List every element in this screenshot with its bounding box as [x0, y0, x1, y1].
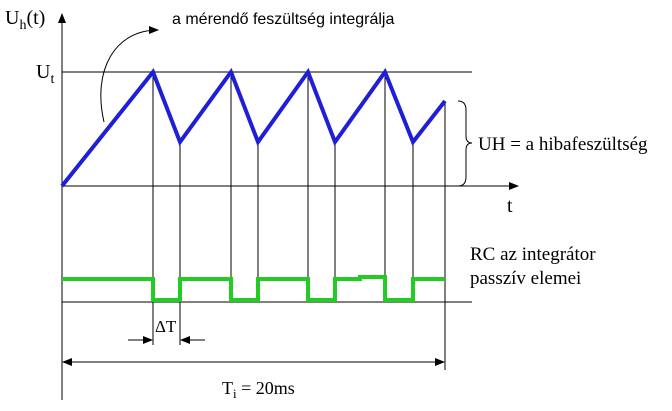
label-part: U [5, 7, 20, 29]
label-part: T [222, 378, 233, 398]
label-part: t [50, 72, 54, 87]
label-part: (t) [26, 7, 45, 29]
x-axis-label: t [507, 195, 513, 217]
label-part: i [233, 386, 237, 401]
label-part: = 20ms [237, 378, 295, 398]
delta-label: ΔT [155, 317, 177, 336]
period-label: Ti = 20ms [222, 378, 295, 401]
rc-label: RC az integrátor [470, 244, 596, 265]
brace [457, 100, 473, 187]
error-label: UH = a hibafeszültség [478, 134, 648, 155]
switch-wave [62, 275, 445, 302]
y-axis-label: Uh(t) [5, 7, 45, 33]
rc-label: passzív elemei [470, 268, 581, 289]
curve-note: a mérendő feszültség integrálja [172, 11, 394, 28]
integrator-wave [60, 67, 447, 188]
label-part: h [19, 18, 26, 33]
note-arrow [100, 26, 159, 123]
guide-lines [152, 72, 446, 370]
label-part: U [36, 61, 51, 83]
level-label: Ut [36, 61, 54, 87]
